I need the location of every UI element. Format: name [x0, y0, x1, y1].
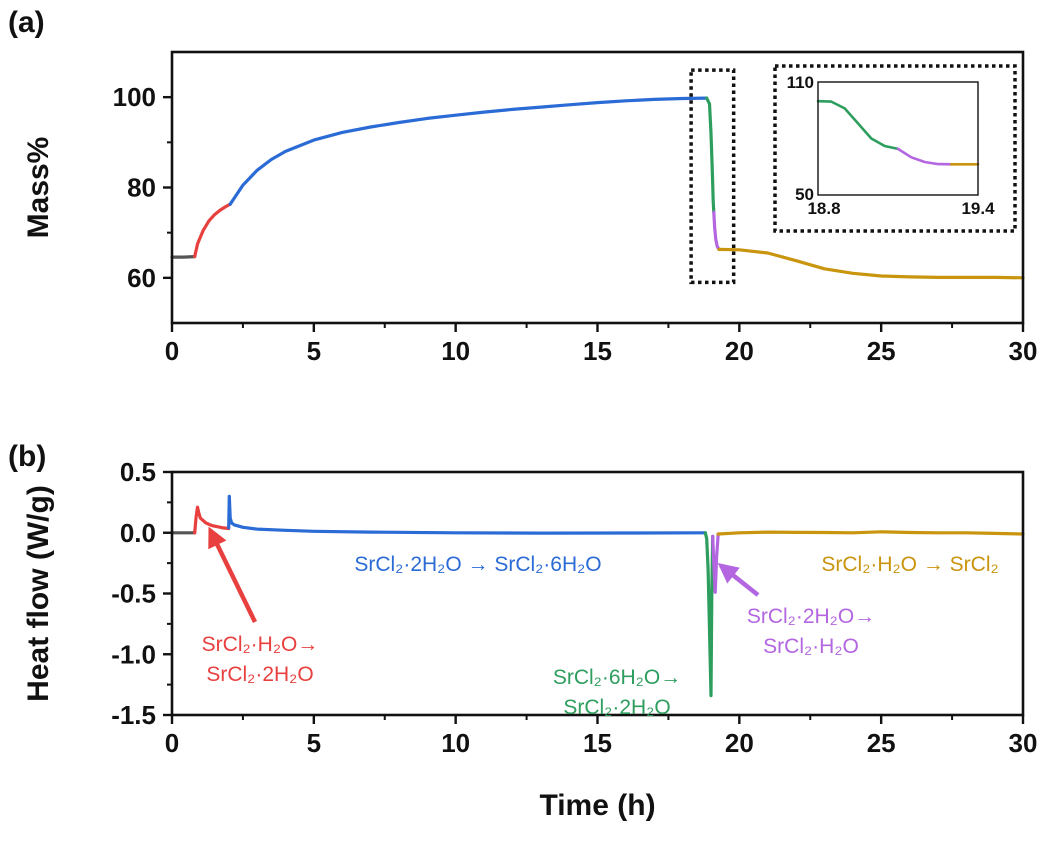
x-tick-label: 15 [583, 336, 612, 366]
y-tick-label: -1.5 [111, 700, 156, 730]
series-line-initial [170, 255, 197, 259]
series-line-red [193, 505, 231, 535]
x-axis-title: Time (h) [539, 789, 655, 822]
panel-b: (b) 0 5 10 15 20 25 30 -1.5 -1.0 -0.5 0.0 0.5 Heat fl… [8, 440, 1037, 822]
series-line-green [705, 96, 716, 214]
x-tick-label: 5 [307, 336, 321, 366]
y-tick-label: 0.5 [120, 457, 156, 487]
panel-label: (a) [8, 6, 45, 39]
series-line-gold [717, 247, 1025, 280]
annotation-red: SrCl₂·H₂O→ [202, 633, 319, 656]
annotation-green: SrCl₂·6H₂O→ [553, 666, 681, 689]
inset-series-line-green [816, 99, 900, 151]
annotation-green: SrCl₂·2H₂O [563, 696, 670, 719]
x-tick-label: 25 [867, 728, 896, 758]
x-tick-label: 15 [583, 728, 612, 758]
inset-series-line-purple [896, 147, 953, 166]
series-line-green [703, 531, 715, 698]
inset-y-tick-label: 110 [787, 73, 814, 92]
series-line-purple [712, 210, 721, 251]
y-tick-label: -1.0 [111, 639, 156, 669]
y-axis-title: Mass% [22, 137, 55, 239]
series-line-blue [227, 494, 707, 535]
x-tick-label: 25 [867, 336, 896, 366]
series-line-red [193, 202, 232, 259]
x-tick-label: 10 [441, 728, 470, 758]
inset-y-tick-label: 50 [795, 185, 814, 204]
annotation-purple: SrCl₂·H₂O [763, 635, 859, 658]
annotation-purple: SrCl₂·2H₂O→ [747, 605, 875, 628]
series-line-purple [711, 533, 720, 594]
x-tick-label: 30 [1009, 336, 1038, 366]
series-line-blue [228, 96, 709, 206]
x-tick-label: 20 [725, 336, 754, 366]
y-axis-title: Heat flow (W/g) [22, 485, 55, 702]
annotation-arrow-red [208, 526, 258, 623]
annotation-red: SrCl₂·2H₂O [206, 663, 313, 686]
annotation-blue: SrCl₂·2H₂O → SrCl₂·6H₂O [354, 553, 601, 576]
series-line-gold [716, 530, 1025, 536]
x-tick-label: 5 [307, 728, 321, 758]
y-tick-label: -0.5 [111, 579, 156, 609]
zoom-highlight-box [689, 68, 736, 285]
y-tick-label: 80 [127, 173, 156, 203]
y-tick-label: 60 [127, 263, 156, 293]
inset-x-tick-label: 18.8 [807, 199, 840, 218]
plot-frame [170, 50, 1025, 325]
inset-dotted-frame [773, 64, 1017, 233]
annotation-gold: SrCl₂·H₂O → SrCl₂ [821, 553, 998, 576]
inset-plot-frame [817, 81, 979, 196]
x-tick-label: 20 [725, 728, 754, 758]
panel-label: (b) [8, 440, 46, 473]
x-tick-label: 0 [165, 336, 179, 366]
annotation-arrow-purple [717, 563, 760, 597]
x-tick-label: 10 [441, 336, 470, 366]
y-tick-label: 100 [113, 82, 156, 112]
inset-x-tick-label: 19.4 [961, 199, 995, 218]
y-tick-label: 0.0 [120, 518, 156, 548]
x-tick-label: 30 [1009, 728, 1038, 758]
x-tick-label: 0 [165, 728, 179, 758]
